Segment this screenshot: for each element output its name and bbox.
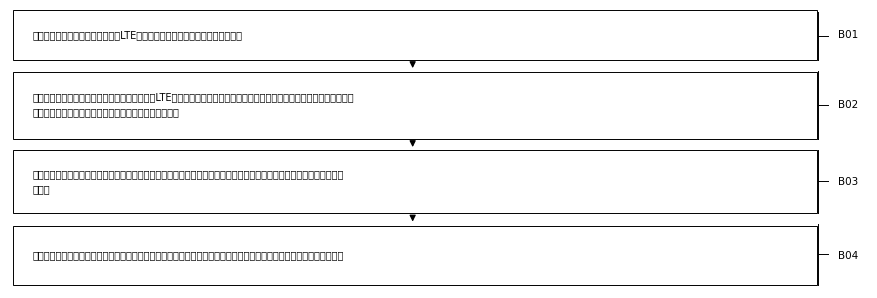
Text: B02: B02 [838,100,858,110]
Text: 所述处理终端在监测到有收受到台区电力线路拓扑图的信息时，朝所述显示终端传递收受到的台区电力线路拓扑图的信息: 所述处理终端在监测到有收受到台区电力线路拓扑图的信息时，朝所述显示终端传递收受到… [32,251,344,260]
Text: B04: B04 [838,251,858,261]
Text: B01: B01 [838,30,858,40]
FancyBboxPatch shape [13,150,816,213]
Text: B03: B03 [838,177,858,187]
Text: 所述处理终端在监测到在所述事先设定的时间间隔一里未有收受到台区电力线路拓扑图的信息时，朝所述显示终端传递标
示报文: 所述处理终端在监测到在所述事先设定的时间间隔一里未有收受到台区电力线路拓扑图的信… [32,169,344,194]
FancyBboxPatch shape [13,226,816,285]
Text: 所述处理终端在监测到所述处理终端现时接进的LTE网的状况指标符合所述事先设定的限定时，监测在事先设定的时间间隔
一里是不是具有收受到台区电力线路拓扑图的信息的事: 所述处理终端在监测到所述处理终端现时接进的LTE网的状况指标符合所述事先设定的限… [32,93,353,117]
Text: 处理终端监测处理终端现时接进的LTE网的状况指标是不是符合事先设定的限定: 处理终端监测处理终端现时接进的LTE网的状况指标是不是符合事先设定的限定 [32,30,242,40]
FancyBboxPatch shape [13,72,816,139]
FancyBboxPatch shape [13,10,816,60]
